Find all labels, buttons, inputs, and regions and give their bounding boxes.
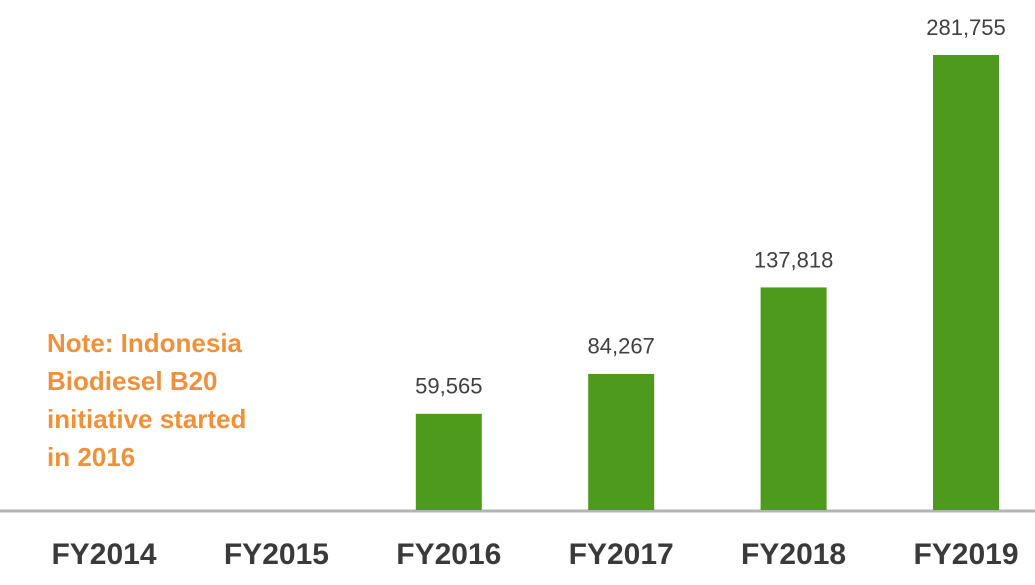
note-line: Biodiesel B20 bbox=[47, 366, 218, 396]
value-label: 84,267 bbox=[588, 334, 655, 359]
note-line: Note: Indonesia bbox=[47, 328, 243, 358]
value-label: 59,565 bbox=[415, 374, 482, 399]
bar bbox=[760, 287, 827, 510]
x-tick-label: FY2015 bbox=[224, 538, 329, 571]
value-label: 137,818 bbox=[754, 247, 834, 272]
bar bbox=[933, 55, 999, 510]
bar bbox=[415, 413, 482, 510]
x-tick-label: FY2018 bbox=[741, 538, 846, 571]
note-line: in 2016 bbox=[47, 442, 135, 472]
x-tick-label: FY2017 bbox=[569, 538, 674, 571]
value-label: 281,755 bbox=[926, 15, 1006, 40]
bar bbox=[588, 373, 655, 510]
x-tick-label: FY2014 bbox=[51, 538, 156, 571]
note-line: initiative started bbox=[47, 404, 246, 434]
x-tick-label: FY2019 bbox=[913, 538, 1018, 571]
x-tick-label: FY2016 bbox=[396, 538, 501, 571]
